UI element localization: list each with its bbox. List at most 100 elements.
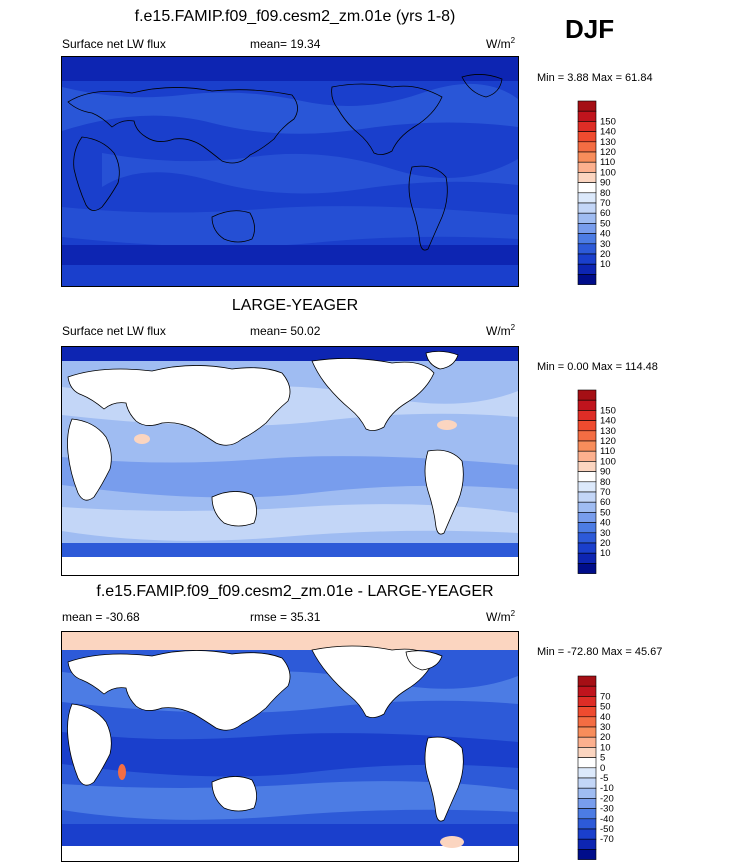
colorbar-swatch [577, 706, 597, 718]
colorbar-swatch [577, 274, 597, 285]
colorbar-swatch [577, 450, 597, 462]
panel2-warm-patch-a [134, 434, 150, 444]
panel3-title: f.e15.FAMIP.f09_f09.cesm2_zm.01e - LARGE… [96, 583, 494, 600]
panel1-units: W/m2 [486, 36, 516, 51]
colorbar-level-label: 20 [600, 249, 611, 260]
panel3-warm-patch-a [440, 836, 464, 848]
panel1-coastlines [67, 74, 503, 251]
panel3-land [67, 645, 464, 822]
colorbar-swatch [577, 522, 597, 534]
colorbar-level-label: 70 [600, 487, 611, 498]
panel2-title: LARGE-YEAGER [231, 297, 359, 314]
colorbar-swatch [577, 787, 597, 799]
colorbar-level-label: 80 [600, 188, 611, 199]
colorbar-level-label: -5 [600, 773, 608, 784]
colorbar-level-label: -30 [600, 804, 614, 815]
colorbar-swatch [577, 777, 597, 789]
colorbar-level-label: 90 [600, 178, 611, 189]
panel1-colorbar: 150 140 130 120 110 100 90 80 70 60 50 40 30 20 10 [577, 100, 638, 285]
colorbar-swatch [577, 110, 597, 122]
panel2-antarctic-band [62, 557, 518, 575]
colorbar-swatch [577, 131, 597, 143]
colorbar-swatch [577, 828, 597, 840]
colorbar-level-label: 120 [600, 436, 616, 447]
panel1-midlat-band [62, 83, 518, 134]
colorbar-level-label: 40 [600, 712, 611, 723]
colorbar-swatch [577, 542, 597, 554]
colorbar-level-label: -70 [600, 834, 614, 845]
colorbar-swatch [577, 798, 597, 809]
colorbar-level-label: 10 [600, 259, 611, 270]
colorbar-swatch [577, 685, 597, 697]
colorbar-swatch [577, 399, 597, 411]
colorbar-swatch [577, 223, 597, 234]
panel2-southern-ocean-band [62, 543, 518, 557]
panel1-variable-label: Surface net LW flux [62, 37, 166, 51]
colorbar-level-label: -20 [600, 793, 614, 804]
colorbar-swatch [577, 161, 597, 173]
colorbar-level-label: 30 [600, 239, 611, 250]
panel1-map-svg [62, 57, 518, 286]
colorbar-swatch [577, 726, 597, 738]
colorbar-swatch [577, 212, 597, 224]
panel2-minmax: Min = 0.00 Max = 114.48 [537, 361, 658, 373]
panel2-arctic-band [62, 347, 518, 361]
colorbar-swatch [577, 471, 597, 483]
colorbar-level-label: 130 [600, 426, 616, 437]
colorbar-swatch [577, 461, 597, 472]
colorbar-level-label: 90 [600, 467, 611, 478]
panel2-warm-patch-b [437, 420, 457, 430]
colorbar-swatch [577, 491, 597, 503]
panel3-colorbar: 70 50 40 30 20 10 5 0 -5 -10 -20 -30 -40 -50 -70 [577, 675, 638, 860]
colorbar-swatch [577, 696, 597, 707]
panel1-southern-band [62, 206, 518, 247]
panel1-minmax: Min = 3.88 Max = 61.84 [537, 72, 653, 84]
colorbar-level-label: 140 [600, 416, 616, 427]
panel2-map-svg [62, 347, 518, 575]
colorbar-level-label: 110 [600, 446, 615, 457]
colorbar-level-label: -40 [600, 814, 614, 825]
panel2-south-band [62, 504, 518, 541]
panel3-antarctic-band [62, 846, 518, 861]
panel2-map [61, 346, 519, 576]
colorbar-swatch [577, 141, 597, 153]
panel1-antarctic-band [62, 265, 518, 286]
colorbar-level-label: -10 [600, 783, 614, 794]
colorbar-swatch [577, 420, 597, 432]
colorbar-level-label: 150 [600, 116, 616, 127]
colorbar-level-label: 70 [600, 691, 611, 702]
panel3-tropic-band [62, 732, 518, 777]
panel2-variable-label: Surface net LW flux [62, 324, 166, 338]
panel3-rmse-label: rmse = 35.31 [250, 610, 321, 624]
colorbar-level-label: 120 [600, 147, 616, 158]
panel2-units: W/m2 [486, 323, 516, 338]
colorbar-swatch [577, 151, 597, 163]
colorbar-swatch [577, 849, 597, 860]
panel3-map [61, 631, 519, 862]
colorbar-swatch [577, 481, 597, 493]
colorbar-level-label: 70 [600, 198, 611, 209]
colorbar-swatch [577, 182, 597, 194]
panel1-title: f.e15.FAMIP.f09_f09.cesm2_zm.01e (yrs 1-… [134, 8, 456, 25]
colorbar-swatch [577, 389, 597, 401]
colorbar-swatch [577, 172, 597, 183]
panel2-mean-label: mean= 50.02 [250, 324, 321, 338]
colorbar-swatch [577, 716, 597, 728]
colorbar-level-label: 140 [600, 127, 616, 138]
colorbar-level-label: 10 [600, 742, 611, 753]
colorbar-level-label: 110 [600, 157, 615, 168]
colorbar-level-label: 50 [600, 507, 611, 518]
colorbar-level-label: 130 [600, 137, 616, 148]
season-label: DJF [565, 14, 615, 44]
panel3-mean-label: mean = -30.68 [62, 610, 140, 624]
colorbar-swatch [577, 512, 597, 523]
colorbar-swatch [577, 430, 597, 442]
panel3-units: W/m2 [486, 609, 516, 624]
colorbar-swatch [577, 767, 597, 779]
colorbar-swatch [577, 440, 597, 452]
colorbar-swatch [577, 757, 597, 769]
colorbar-swatch [577, 552, 597, 564]
colorbar-level-label: -50 [600, 824, 614, 835]
